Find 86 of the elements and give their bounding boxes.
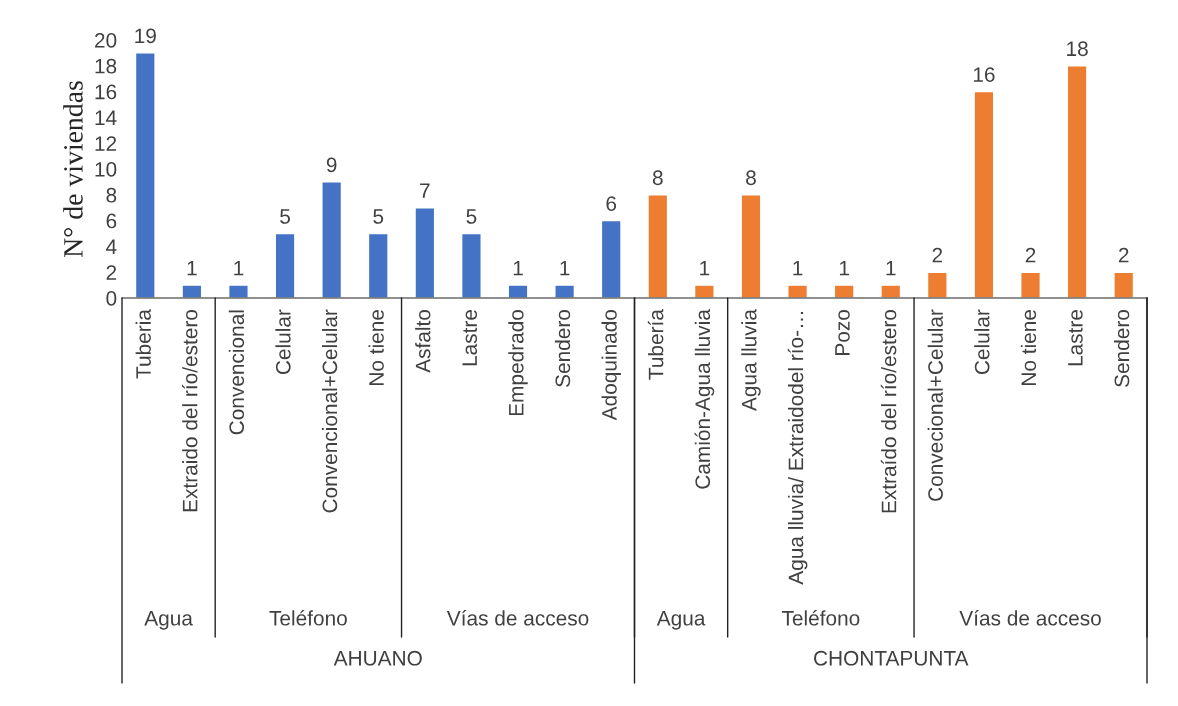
y-tick-label: 0: [106, 291, 117, 306]
x-tick-label: Asfalto: [415, 309, 431, 373]
x-tick-label: Lastre: [462, 310, 478, 366]
bar: [1066, 65, 1088, 298]
y-tick-label: 10: [95, 162, 117, 177]
data-label: 8: [746, 170, 756, 186]
x-tick-label: Adoquinado: [601, 309, 621, 421]
y-tick-label: 6: [106, 213, 117, 229]
bar: [367, 232, 389, 298]
x-tick-label: Extraído del río/estero: [880, 309, 897, 513]
x-tick-label: Celular: [974, 309, 990, 375]
y-tick-label: 16: [95, 84, 117, 100]
y-tick-label: 18: [95, 58, 117, 74]
bar: [227, 284, 249, 298]
data-label: 1: [700, 260, 710, 276]
x-tick-label: Tuberia: [135, 309, 151, 379]
text: Agua: [144, 611, 193, 630]
bar: [926, 271, 948, 298]
data-label: 5: [466, 209, 477, 224]
data-label: 2: [1118, 247, 1129, 263]
text: Vías de acceso: [446, 610, 589, 626]
data-label: 1: [839, 260, 849, 276]
bar: [740, 194, 762, 298]
bar: [414, 207, 436, 298]
x-tick-label: No tiene: [368, 310, 384, 385]
bar: [647, 194, 669, 298]
data-label: 2: [1025, 247, 1036, 263]
bar: [321, 181, 343, 298]
bar: [554, 284, 576, 298]
data-label: 2: [932, 247, 943, 263]
data-label: 16: [973, 67, 995, 82]
x-tick-label: Lastre: [1068, 310, 1083, 366]
data-label: 1: [513, 260, 523, 276]
x-tick-label: Celular: [275, 309, 291, 375]
data-label: 19: [135, 28, 156, 44]
data-label: 7: [420, 183, 430, 198]
data-label: 18: [1067, 41, 1088, 57]
text: Teléfono: [781, 610, 860, 626]
x-tick-label: Extraido del río/estero: [181, 309, 198, 512]
y-tick-label: 20: [95, 33, 117, 48]
data-label: 1: [187, 260, 197, 276]
data-label: 1: [793, 260, 803, 276]
x-tick-label: Agua lluvia/ Extraidodel río-…: [787, 311, 808, 585]
x-tick-label: Convecional+Celular: [927, 309, 943, 501]
x-tick-label: Camión-Agua lluvia: [694, 309, 715, 489]
x-tick-label: Convencional: [228, 310, 245, 435]
y-tick-label: 4: [106, 239, 117, 254]
data-label: 1: [560, 260, 570, 276]
text: AHUANO: [333, 650, 422, 666]
x-tick-label: Tubería: [647, 309, 664, 380]
y-tick-label: 2: [106, 265, 117, 280]
x-tick-label: No tiene: [1020, 310, 1037, 385]
data-label: 1: [234, 260, 244, 276]
bar: [460, 232, 482, 298]
bar: [274, 232, 296, 298]
y-tick-label: 12: [95, 136, 117, 151]
bar: [600, 219, 622, 298]
bar: [693, 284, 715, 298]
text: Teléfono: [269, 610, 347, 626]
data-label: 5: [373, 209, 384, 224]
bar: [1113, 271, 1135, 298]
bar: [787, 284, 809, 298]
text: Vías de acceso: [959, 610, 1101, 626]
x-tick-label: Empedrado: [508, 309, 528, 416]
text: CHONTAPUNTA: [814, 650, 969, 666]
data-label: 5: [280, 209, 290, 224]
data-label: 8: [652, 170, 663, 186]
x-tick-label: Convencional+Celular: [321, 309, 338, 513]
y-axis-title: N° de viviendas: [63, 81, 83, 258]
data-label: 9: [326, 157, 337, 173]
bar: [1020, 271, 1042, 298]
x-tick-label: Sendero: [1113, 309, 1130, 387]
y-tick-label: 14: [95, 110, 117, 125]
y-tick-label: 8: [106, 187, 117, 203]
x-tick-label: Pozo: [835, 309, 850, 355]
bar: [973, 90, 995, 298]
x-tick-label: Sendero: [554, 309, 571, 387]
data-label: 1: [886, 260, 896, 276]
bar: [134, 52, 156, 298]
bar: [833, 284, 855, 298]
x-tick-label: Agua lluvia: [741, 309, 761, 411]
data-label: 6: [606, 196, 617, 211]
text: Agua: [656, 611, 706, 630]
bar: [507, 284, 529, 298]
bar: [880, 284, 902, 298]
bar: [181, 284, 203, 298]
